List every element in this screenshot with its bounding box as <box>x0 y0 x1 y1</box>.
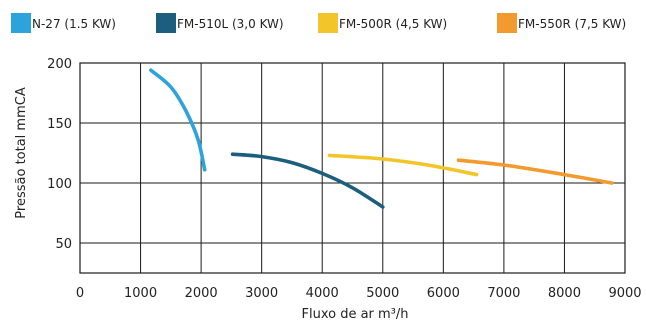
x-tick-label: 2000 <box>185 286 218 301</box>
legend-label-1: N-27 (1.5 KW) <box>32 17 116 31</box>
x-tick-label: 6000 <box>427 286 460 301</box>
y-axis-title: Pressão total mmCA <box>14 87 29 219</box>
legend-swatch-1 <box>11 13 31 33</box>
legend: N-27 (1.5 KW) FM-510L (3,0 KW) FM-500R (4,… <box>11 13 626 33</box>
x-tick-label: 0 <box>76 286 84 301</box>
x-tick-label: 5000 <box>366 286 399 301</box>
series-line-2 <box>230 152 385 209</box>
y-axis-ticks: 50 100 150 200 <box>47 57 72 252</box>
x-tick-label: 8000 <box>548 286 581 301</box>
legend-label-3: FM-500R (4,5 KW) <box>339 17 447 31</box>
series-line-1 <box>149 68 207 172</box>
series-line-3 <box>327 153 479 177</box>
plot-frame <box>79 62 626 274</box>
y-tick-label: 100 <box>47 177 72 192</box>
x-tick-label: 4000 <box>306 286 339 301</box>
grid <box>79 62 626 273</box>
legend-swatch-3 <box>318 13 338 33</box>
y-tick-label: 150 <box>47 117 72 132</box>
legend-swatch-2 <box>156 13 176 33</box>
series-line-4 <box>456 158 614 185</box>
x-tick-label: 9000 <box>608 286 641 301</box>
x-tick-label: 3000 <box>245 286 278 301</box>
legend-swatch-4 <box>497 13 517 33</box>
x-tick-label: 7000 <box>487 286 520 301</box>
legend-label-2: FM-510L (3,0 KW) <box>177 17 284 31</box>
legend-label-4: FM-550R (7,5 KW) <box>518 17 626 31</box>
x-axis-title: Fluxo de ar m³/h <box>301 307 408 322</box>
y-tick-label: 200 <box>47 57 72 72</box>
y-tick-label: 50 <box>55 237 72 252</box>
x-tick-label: 1000 <box>124 286 157 301</box>
series-layer <box>149 68 614 209</box>
x-axis-ticks: 0 1000 2000 3000 4000 5000 6000 7000 8000 9000 <box>76 286 642 301</box>
